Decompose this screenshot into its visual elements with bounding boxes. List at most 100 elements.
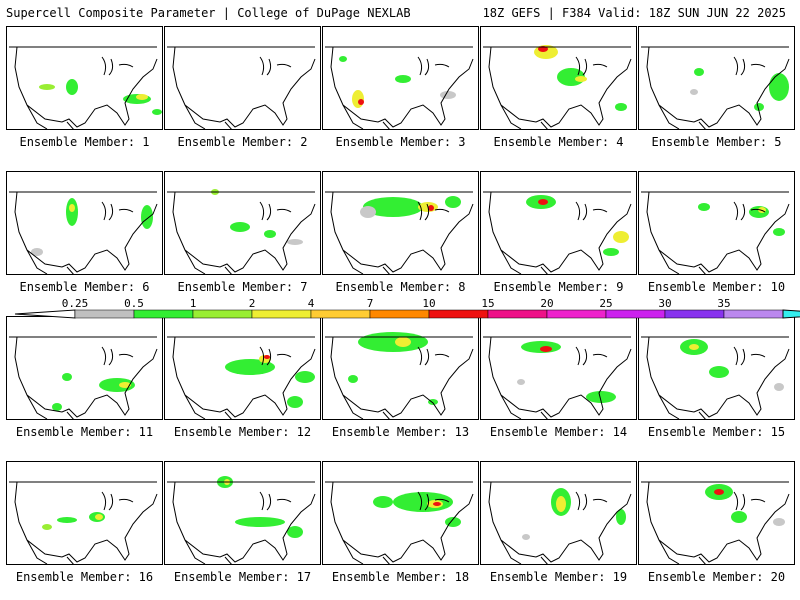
ensemble-panel-14 (480, 316, 637, 420)
colorbar-segment (133, 309, 194, 319)
coastline (101, 491, 134, 511)
coastline (167, 191, 316, 273)
scp-contour (69, 204, 75, 212)
scp-contour (769, 73, 789, 101)
colorbar-tick-label: 0.5 (124, 297, 144, 310)
ensemble-member-label: Ensemble Member: 7 (177, 280, 308, 294)
coastline (500, 104, 548, 129)
us-map-3 (325, 46, 474, 129)
colorbar-segment (310, 309, 371, 319)
coastline (342, 104, 390, 129)
scp-contour (31, 248, 43, 256)
ensemble-panel-18 (322, 461, 479, 565)
colorbar-tick-label: 4 (307, 297, 315, 310)
colorbar-segment (74, 309, 135, 319)
scp-contour (136, 94, 148, 100)
scp-contour (615, 103, 627, 111)
coastline (26, 539, 74, 564)
ensemble-panel-13 (322, 316, 479, 420)
us-map-11 (9, 336, 158, 419)
scp-contour (709, 366, 729, 378)
colorbar-right-arrow (782, 309, 800, 319)
ensemble-panel-12 (164, 316, 321, 420)
colorbar-tick-label: 2 (248, 297, 256, 310)
coastline (483, 46, 632, 128)
coastline (342, 539, 390, 564)
us-map-9 (483, 191, 632, 274)
ensemble-member-label: Ensemble Member: 6 (19, 280, 150, 294)
coastline (658, 539, 706, 564)
ensemble-member-label: Ensemble Member: 17 (173, 570, 312, 584)
coastline (417, 346, 450, 366)
coastline (101, 201, 134, 221)
coastline (658, 394, 706, 419)
coastline (417, 56, 450, 76)
scp-contour (731, 511, 747, 523)
ensemble-member-label: Ensemble Member: 11 (15, 425, 154, 439)
ensemble-member-label: Ensemble Member: 8 (335, 280, 466, 294)
scp-contour (540, 346, 552, 352)
scp-contour (358, 99, 364, 105)
scp-contour (264, 230, 276, 238)
ensemble-panel-16 (6, 461, 163, 565)
colorbar-tick-label: 20 (540, 297, 554, 310)
ensemble-member-label: Ensemble Member: 15 (647, 425, 786, 439)
scp-contour (556, 496, 566, 512)
us-map-15 (641, 336, 790, 419)
scp-contour (428, 205, 434, 211)
coastline (26, 104, 74, 129)
coastline (325, 46, 474, 128)
scp-contour (42, 524, 52, 530)
coastline (641, 46, 790, 128)
scp-contour (57, 517, 77, 523)
scp-contour (235, 517, 285, 527)
us-map-8 (325, 191, 474, 274)
coastline (483, 191, 632, 273)
scp-contour (152, 109, 162, 115)
scp-contour (575, 76, 587, 82)
scp-contour (230, 222, 250, 232)
coastline (167, 46, 316, 128)
coastline (658, 104, 706, 129)
ensemble-panel-4 (480, 26, 637, 130)
scp-contour (395, 75, 411, 83)
ensemble-panel-15 (638, 316, 795, 420)
scp-contour (119, 382, 131, 388)
coastline (9, 481, 158, 563)
us-map-12 (167, 336, 316, 419)
us-map-14 (483, 336, 632, 419)
coastline (733, 201, 766, 221)
us-map-17 (167, 476, 316, 564)
colorbar-segment (251, 309, 312, 319)
ensemble-member-label: Ensemble Member: 18 (331, 570, 470, 584)
scp-contour (287, 396, 303, 408)
colorbar-segment (428, 309, 489, 319)
us-map-6 (9, 191, 158, 274)
scp-contour (339, 56, 347, 62)
scp-contour (66, 79, 78, 95)
us-map-1 (9, 46, 162, 129)
colorbar-tick-label: 15 (481, 297, 495, 310)
us-map-16 (9, 481, 158, 564)
ensemble-member-label: Ensemble Member: 9 (493, 280, 624, 294)
ensemble-panel-3 (322, 26, 479, 130)
coastline (259, 491, 292, 511)
us-map-2 (167, 46, 316, 129)
scp-contour (517, 379, 525, 385)
coastline (575, 56, 608, 76)
scp-contour (445, 196, 461, 208)
coastline (500, 249, 548, 274)
ensemble-panel-8 (322, 171, 479, 275)
ensemble-panel-1 (6, 26, 163, 130)
coastline (184, 539, 232, 564)
ensemble-panel-17 (164, 461, 321, 565)
coastline (259, 201, 292, 221)
us-map-13 (325, 332, 474, 419)
colorbar-segment (605, 309, 666, 319)
coastline (733, 346, 766, 366)
ensemble-member-label: Ensemble Member: 13 (331, 425, 470, 439)
scp-contour (264, 355, 270, 359)
scp-contour (613, 231, 629, 243)
coastline (259, 56, 292, 76)
ensemble-panel-9 (480, 171, 637, 275)
